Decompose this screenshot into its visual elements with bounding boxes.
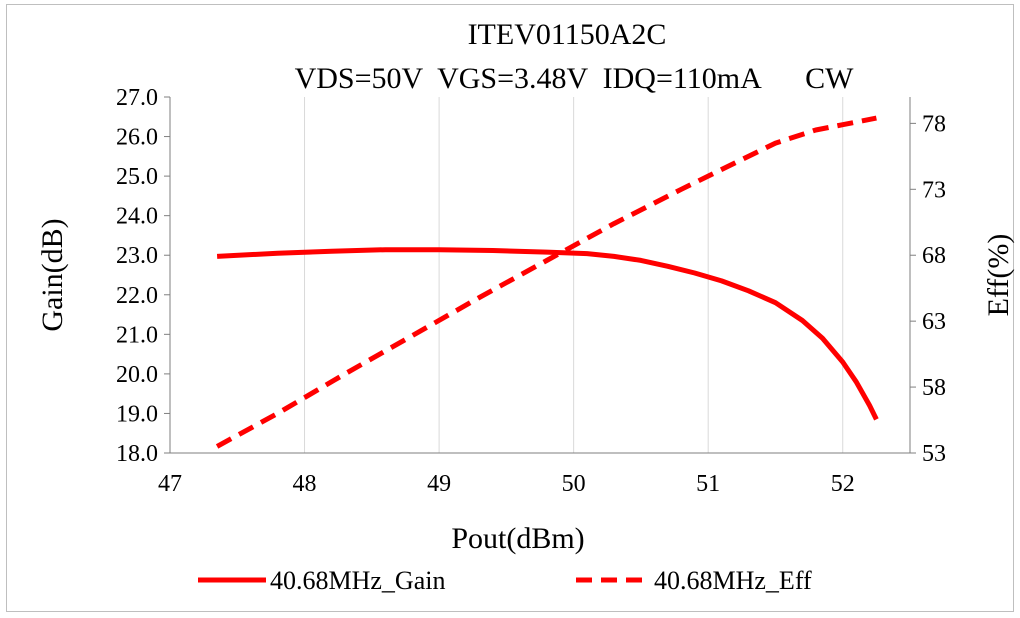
y-tick-label: 19.0 bbox=[116, 401, 158, 427]
y2-tick-label: 53 bbox=[922, 441, 946, 467]
x-tick-label: 51 bbox=[696, 471, 720, 497]
y-tick-label: 25.0 bbox=[116, 164, 158, 190]
legend: 40.68MHz_Gain 40.68MHz_Eff bbox=[198, 566, 812, 595]
y-tick-label: 20.0 bbox=[116, 362, 158, 388]
x-tick-label: 49 bbox=[427, 471, 451, 497]
gridlines bbox=[169, 97, 844, 453]
x-tick-label: 52 bbox=[831, 471, 855, 497]
y2-tick-label: 63 bbox=[922, 309, 946, 335]
y2-axis-title: Eff(%) bbox=[982, 234, 1015, 317]
legend-label-gain: 40.68MHz_Gain bbox=[270, 566, 445, 595]
chart-title: ITEV01150A2C bbox=[468, 18, 667, 51]
y-tick-label: 18.0 bbox=[116, 441, 158, 467]
x-tick-label: 47 bbox=[158, 471, 182, 497]
y-tick-label: 22.0 bbox=[116, 283, 158, 309]
y2-tick-label: 58 bbox=[922, 375, 946, 401]
y-tick-label: 24.0 bbox=[116, 204, 158, 230]
chart-subtitle: VDS=50V VGS=3.48V IDQ=110mA CW bbox=[295, 62, 855, 95]
tick-labels: 47 48 49 50 51 52 18.0 19.0 20.0 21.0 22.0 23.0 24.0… bbox=[116, 85, 946, 497]
y-tick-label: 27.0 bbox=[116, 85, 158, 111]
y-tick-label: 23.0 bbox=[116, 243, 158, 269]
y-axis-title: Gain(dB) bbox=[36, 218, 69, 331]
chart-frame bbox=[6, 4, 1014, 612]
axes bbox=[164, 96, 916, 454]
series-lines bbox=[215, 115, 879, 449]
y2-tick-label: 68 bbox=[922, 243, 946, 269]
x-tick-label: 48 bbox=[293, 471, 317, 497]
x-axis-title: Pout(dBm) bbox=[451, 522, 584, 555]
y2-tick-label: 73 bbox=[922, 177, 946, 203]
series-line-gain bbox=[216, 247, 879, 421]
legend-label-eff: 40.68MHz_Eff bbox=[654, 566, 812, 595]
y-tick-label: 21.0 bbox=[116, 322, 158, 348]
y2-tick-label: 78 bbox=[922, 111, 946, 137]
x-tick-label: 50 bbox=[562, 471, 586, 497]
series-line-eff bbox=[215, 115, 877, 449]
y-tick-label: 26.0 bbox=[116, 125, 158, 151]
